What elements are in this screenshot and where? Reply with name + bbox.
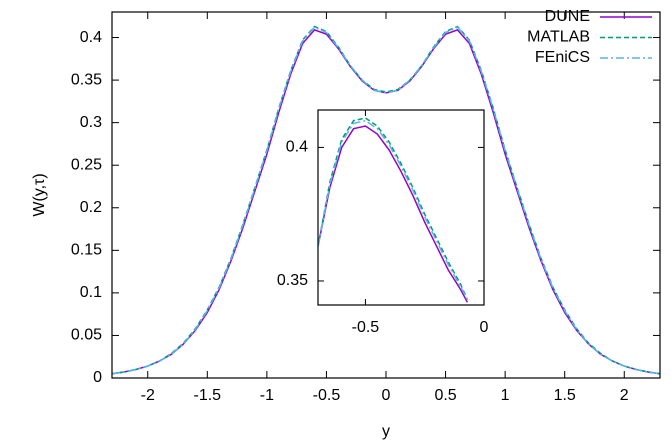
y-tick-label: 0.35 [71,71,102,88]
series-line [318,119,469,301]
x-tick-label: -1.5 [194,387,222,404]
plot-background [318,110,484,305]
legend-label: MATLAB [527,29,590,46]
x-tick-label: 1.5 [554,387,576,404]
plot: -0.5 0 0.35 0.4 [277,109,489,336]
series-line [318,117,469,300]
y-tick-label: 0.4 [80,29,102,46]
y-tick-label: 0.15 [71,242,102,259]
x-tick-label: -0.5 [352,319,380,336]
y-tick-label: 0.2 [80,199,102,216]
legend-label: FEniCS [535,49,590,66]
y-tick-label: 0.25 [71,156,102,173]
y-tick-label: 0.05 [71,327,102,344]
y-tick-label: 0.4 [286,139,308,156]
x-tick-label: 2 [620,387,629,404]
x-axis-label: y [382,423,390,440]
y-tick-label: 0.1 [80,284,102,301]
legend-label: DUNE [545,8,590,25]
y-tick-label: 0.3 [80,114,102,131]
plot: -2 -1.5 -1 -0.5 0 0.5 1 1.5 2 0 0.05 0.1 0.15 0.2 0.25… [71,8,661,404]
x-tick-label: -0.5 [313,387,341,404]
x-tick-label: -2 [141,387,155,404]
y-tick-label: 0 [93,369,102,386]
x-tick-label: -1 [260,387,274,404]
y-tick-label: 0.35 [277,272,308,289]
x-tick-label: 1 [501,387,510,404]
plot-frame [317,109,485,306]
x-tick-label: 0 [480,319,489,336]
series-line [112,26,660,375]
series-line [112,28,660,375]
y-axis-label: W(y,τ) [31,173,48,216]
series-line [318,125,469,303]
x-tick-label: 0 [382,387,391,404]
x-tick-label: 0.5 [434,387,456,404]
